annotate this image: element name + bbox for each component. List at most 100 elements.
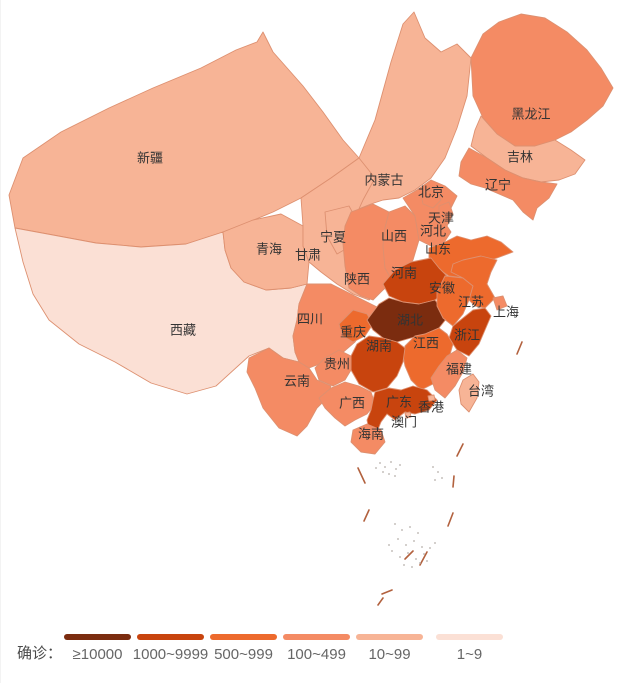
province-label-fujian: 福建 xyxy=(446,361,472,376)
island-dot xyxy=(413,540,415,542)
legend-item-10-99: 10~99 xyxy=(356,628,424,663)
province-zhejiang[interactable] xyxy=(448,307,492,357)
province-taiwan[interactable] xyxy=(458,373,480,413)
island-dot xyxy=(434,479,436,481)
island-dot xyxy=(395,468,397,470)
legend-label-100-499: 100~499 xyxy=(287,646,346,663)
nine-dash-segment xyxy=(516,341,523,355)
province-beijing[interactable] xyxy=(420,187,442,209)
province-label-macau: 澳门 xyxy=(391,414,417,429)
province-label-shanghai: 上海 xyxy=(493,304,519,319)
province-label-jiangxi: 江西 xyxy=(413,335,439,350)
nine-dash-segment xyxy=(456,443,464,457)
province-label-taiwan: 台湾 xyxy=(468,383,494,398)
province-hainan[interactable] xyxy=(350,423,386,455)
island-dot xyxy=(388,473,390,475)
nine-dash-segment xyxy=(357,467,366,484)
legend-label-500-999: 500~999 xyxy=(214,646,273,663)
legend-swatch-500-999 xyxy=(210,634,278,640)
legend-label-gte10000: ≥10000 xyxy=(72,646,123,663)
province-label-shaanxi: 陕西 xyxy=(344,271,370,286)
island-dot xyxy=(432,466,434,468)
legend-swatch-100-499 xyxy=(283,634,351,640)
legend-swatch-10-99 xyxy=(356,634,424,640)
legend-label-10-99: 10~99 xyxy=(368,646,411,663)
province-label-shanxi: 山西 xyxy=(381,228,407,243)
province-label-sichuan: 四川 xyxy=(297,311,323,326)
legend-item-100-499: 100~499 xyxy=(283,628,351,663)
legend-item-gte10000: ≥10000 xyxy=(64,628,132,663)
island-dot xyxy=(437,471,439,473)
island-dot xyxy=(375,467,377,469)
island-dot xyxy=(411,566,413,568)
province-label-anhui: 安徽 xyxy=(429,280,455,295)
province-label-inner-mongolia: 内蒙古 xyxy=(364,172,403,187)
province-jiangsu[interactable] xyxy=(450,255,498,309)
island-dot xyxy=(417,532,419,534)
province-shanghai[interactable] xyxy=(492,295,508,311)
island-dot xyxy=(399,464,401,466)
province-label-liaoning: 辽宁 xyxy=(485,177,511,192)
province-label-yunnan: 云南 xyxy=(284,373,310,388)
province-label-tianjin: 天津 xyxy=(428,210,454,225)
island-dot xyxy=(394,523,396,525)
province-tianjin[interactable] xyxy=(438,201,454,227)
province-guizhou[interactable] xyxy=(314,349,352,387)
island-dot xyxy=(434,542,436,544)
province-yunnan[interactable] xyxy=(246,347,332,437)
island-dot xyxy=(388,544,390,546)
legend-label-1000-9999: 1000~9999 xyxy=(132,646,209,663)
island-dot xyxy=(429,547,431,549)
province-label-guangdong: 广东 xyxy=(386,394,412,409)
legend: 确诊： ≥10000 1000~9999 500~999 100~499 10~99 1~… xyxy=(1,628,620,674)
legend-items: ≥10000 1000~9999 500~999 100~499 10~99 1~9 xyxy=(62,628,509,663)
nine-dash-segment xyxy=(377,597,384,606)
province-label-guangxi: 广西 xyxy=(339,395,365,410)
province-chongqing[interactable] xyxy=(338,309,374,343)
province-label-qinghai: 青海 xyxy=(256,241,282,256)
province-jilin[interactable] xyxy=(470,115,586,183)
province-label-tibet: 西藏 xyxy=(170,322,196,337)
legend-title: 确诊： xyxy=(17,645,63,662)
island-dot xyxy=(403,564,405,566)
legend-swatch-1-9 xyxy=(436,634,504,640)
island-dot xyxy=(391,550,393,552)
island-dot xyxy=(382,471,384,473)
province-label-hongkong: 香港 xyxy=(418,399,444,414)
province-macau[interactable] xyxy=(404,411,412,419)
province-label-heilongjiang: 黑龙江 xyxy=(511,106,550,121)
province-fujian[interactable] xyxy=(430,349,468,399)
island-dot xyxy=(409,526,411,528)
province-label-xinjiang: 新疆 xyxy=(137,150,163,165)
province-label-hebei: 河北 xyxy=(420,223,446,238)
island-dot xyxy=(407,552,409,554)
province-label-jiangsu: 江苏 xyxy=(458,294,484,309)
island-dot xyxy=(419,562,421,564)
island-dot xyxy=(421,546,423,548)
nine-dash-line xyxy=(357,341,523,606)
legend-swatch-gte10000 xyxy=(64,634,132,640)
province-label-hunan: 湖南 xyxy=(366,338,392,353)
province-liaoning[interactable] xyxy=(458,147,558,221)
island-dot xyxy=(397,538,399,540)
province-hongkong[interactable] xyxy=(427,394,436,402)
island-dot xyxy=(426,560,428,562)
province-label-guizhou: 贵州 xyxy=(324,356,350,371)
province-guangdong[interactable] xyxy=(366,385,438,433)
island-dot xyxy=(423,553,425,555)
island-dot xyxy=(399,556,401,558)
south-sea-island-dots xyxy=(375,461,443,568)
nine-dash-segment xyxy=(404,550,414,560)
legend-swatch-1000-9999 xyxy=(137,634,205,640)
nine-dash-segment xyxy=(381,589,393,595)
province-heilongjiang[interactable] xyxy=(470,13,614,147)
province-label-hainan: 海南 xyxy=(358,426,384,441)
nine-dash-segment xyxy=(419,551,428,566)
island-dot xyxy=(441,477,443,479)
island-dot xyxy=(394,475,396,477)
province-label-shandong: 山东 xyxy=(425,241,451,256)
province-guangxi[interactable] xyxy=(318,381,376,427)
